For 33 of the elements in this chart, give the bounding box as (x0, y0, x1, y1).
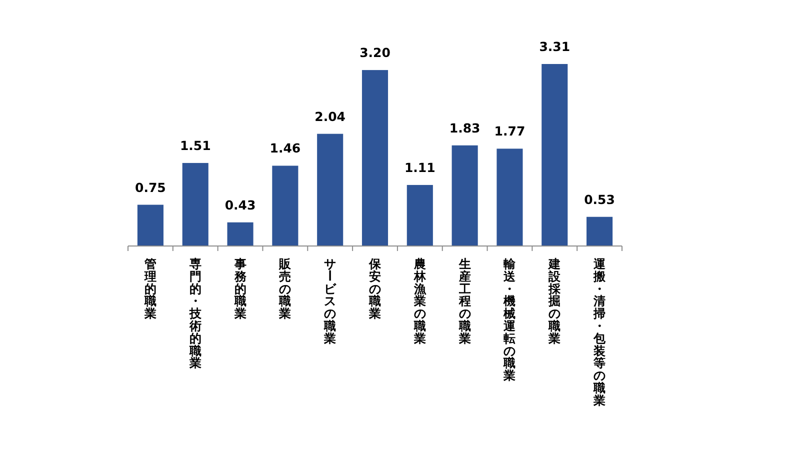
bar (317, 134, 344, 246)
data-label: 3.31 (539, 39, 570, 54)
category-label: 専門的・技術的職業 (189, 257, 202, 370)
x-tick-label: 事務的職業 (233, 257, 248, 321)
bar (452, 145, 478, 246)
bar (362, 70, 388, 246)
x-tick-label: 販売の職業 (278, 257, 292, 321)
data-label: 1.77 (494, 124, 526, 139)
data-label: 1.83 (449, 120, 480, 136)
data-label: 1.51 (180, 138, 211, 153)
bar (227, 222, 254, 246)
x-tick-label: 農林漁業の職業 (412, 257, 427, 346)
bar (182, 162, 208, 246)
x-tick-label: 管理的職業 (143, 257, 156, 321)
bar (586, 216, 613, 246)
data-label: 3.20 (360, 45, 391, 60)
bar (496, 148, 523, 246)
bar (137, 204, 164, 246)
x-tick-label: 生産工程の職業 (458, 257, 471, 346)
data-label: 1.11 (404, 160, 436, 175)
data-label: 0.43 (224, 197, 256, 212)
data-label: 1.46 (270, 140, 301, 156)
category-label: 輸送・機械運転の職業 (504, 257, 516, 383)
bar (406, 184, 433, 246)
bar (272, 166, 298, 246)
category-label: 運搬・清掃・包装等の職業 (594, 257, 606, 408)
x-tick-label: 建設採掘の職業 (548, 257, 562, 346)
data-label: 0.75 (135, 180, 166, 195)
data-label: 2.04 (314, 108, 346, 124)
data-label: 0.53 (584, 192, 615, 207)
x-tick-label: 保安の職業 (368, 257, 382, 321)
bar (542, 64, 568, 246)
x-tick-label: サービスの職業 (322, 257, 338, 346)
